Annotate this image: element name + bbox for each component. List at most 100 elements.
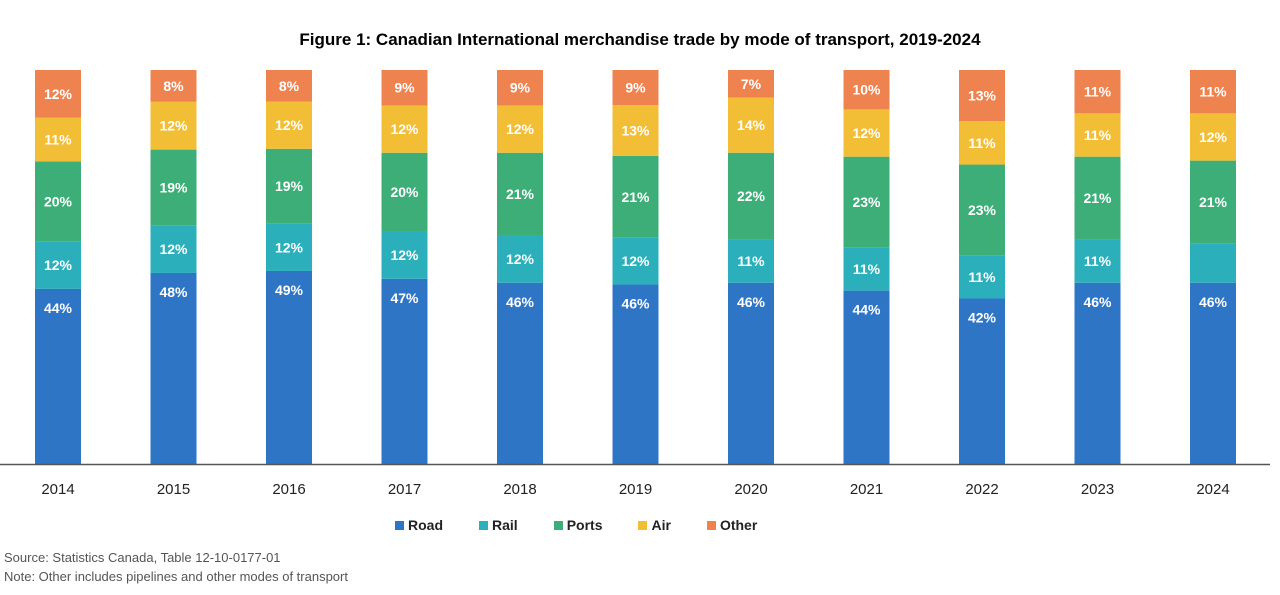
stacked-bar-chart: 44% 12% 20% 11% 12% 2014 48% 12% 19% 12% 8% 2015 49%… [0, 70, 1270, 498]
bar-segment-air-2023 [1074, 113, 1121, 157]
data-label: 13% [621, 122, 650, 138]
data-label: 9% [510, 80, 531, 96]
data-label: 20% [44, 193, 73, 209]
legend-swatch [706, 520, 716, 530]
x-tick-label: 2021 [850, 481, 883, 498]
legend-item-rail: Rail [479, 517, 518, 533]
data-label: 12% [852, 125, 881, 141]
data-label: 12% [621, 253, 650, 269]
bar-segment-other-2016 [266, 70, 312, 102]
bar-segment-ports-2021 [843, 156, 890, 248]
legend-label: Other [719, 517, 758, 533]
bar-segment-road-2023 [1074, 282, 1121, 464]
bar-segment-road-2020 [728, 282, 774, 464]
bar-segment-other-2024 [1190, 70, 1236, 114]
data-label: 47% [390, 290, 419, 306]
source-note: Source: Statistics Canada, Table 12-10-0… [4, 550, 281, 565]
x-tick-label: 2015 [157, 481, 190, 498]
bar-segment-rail-2024 [1190, 243, 1236, 283]
data-label: 12% [159, 118, 188, 134]
data-label: 21% [621, 189, 650, 205]
x-tick-label: 2018 [503, 481, 536, 498]
chart-title: Figure 1: Canadian International merchan… [299, 30, 981, 49]
data-label: 12% [506, 251, 535, 267]
legend-item-ports: Ports [553, 517, 603, 533]
data-label: 21% [1083, 190, 1112, 206]
data-label: 48% [159, 284, 188, 300]
legend-label: Road [408, 517, 443, 533]
data-label: 8% [279, 78, 300, 94]
data-label: 46% [737, 294, 766, 310]
legend-label: Rail [492, 517, 518, 533]
bar-segment-rail-2015 [150, 225, 197, 273]
bar-segment-air-2017 [381, 105, 428, 153]
data-label: 7% [741, 76, 762, 92]
data-label: 44% [852, 302, 881, 318]
bar-segment-ports-2018 [497, 152, 543, 236]
data-label: 12% [390, 247, 419, 263]
data-label: 46% [506, 294, 535, 310]
bar-segment-air-2014 [35, 117, 81, 162]
data-label: 12% [275, 239, 304, 255]
x-tick-label: 2024 [1196, 481, 1229, 498]
legend-item-other: Other [706, 517, 758, 533]
bar-segment-air-2024 [1190, 113, 1236, 161]
data-label: 11% [968, 269, 996, 285]
data-label: 20% [390, 184, 419, 200]
bar-segment-ports-2016 [266, 148, 312, 224]
data-label: 12% [506, 121, 535, 137]
data-label: 21% [506, 186, 535, 202]
bar-segment-road-2016 [266, 270, 312, 464]
footnote: Note: Other includes pipelines and other… [4, 569, 348, 584]
bar-segment-rail-2018 [497, 235, 543, 283]
bar-segment-other-2017 [381, 70, 428, 106]
data-label: 23% [852, 194, 881, 210]
bar-segment-road-2019 [612, 284, 659, 464]
data-label: 22% [737, 188, 766, 204]
bar-segment-air-2020 [728, 97, 774, 153]
legend-item-air: Air [638, 517, 671, 533]
bar-segment-air-2021 [843, 109, 890, 157]
legend-swatch [638, 520, 648, 530]
bar-segment-other-2015 [150, 70, 197, 102]
data-label: 11% [1084, 253, 1112, 269]
data-label: 8% [163, 78, 184, 94]
data-label: 46% [1199, 294, 1228, 310]
bar-segment-other-2018 [497, 70, 543, 106]
data-label: 19% [275, 178, 304, 194]
bar-segment-other-2014 [35, 70, 81, 118]
data-label: 11% [1199, 84, 1227, 100]
bar-segment-road-2024 [1190, 282, 1236, 464]
bar-segment-ports-2023 [1074, 156, 1121, 240]
data-label: 12% [275, 117, 304, 133]
data-label: 46% [1083, 294, 1112, 310]
data-label: 46% [621, 296, 650, 312]
bar-segment-other-2022 [959, 70, 1005, 122]
x-tick-label: 2023 [1081, 481, 1114, 498]
bar-segment-rail-2014 [35, 241, 81, 289]
bar-segment-ports-2020 [728, 152, 774, 240]
x-tick-label: 2017 [388, 481, 421, 498]
bar-segment-ports-2014 [35, 161, 81, 242]
data-label: 11% [1084, 84, 1112, 100]
bar-segment-rail-2017 [381, 231, 428, 279]
legend: Road Rail Ports Air Other [395, 517, 793, 533]
legend-swatch [479, 520, 488, 530]
bar-segment-road-2017 [381, 278, 428, 464]
data-label: 19% [159, 179, 188, 195]
bar-segment-rail-2022 [959, 255, 1005, 299]
bar-segment-rail-2019 [612, 237, 659, 285]
bar-segment-road-2021 [843, 290, 890, 464]
data-label: 9% [394, 80, 415, 96]
legend-label: Ports [566, 517, 603, 533]
bar-segment-rail-2021 [843, 247, 890, 291]
bar-segment-rail-2020 [728, 239, 774, 283]
bar-segment-ports-2024 [1190, 160, 1236, 244]
bar-segment-ports-2022 [959, 164, 1005, 256]
data-label: 12% [44, 257, 73, 273]
data-label: 9% [625, 80, 646, 96]
data-label: 11% [968, 135, 996, 151]
data-label: 23% [968, 202, 997, 218]
bar-segment-road-2022 [959, 298, 1005, 464]
data-label: 12% [159, 241, 188, 257]
